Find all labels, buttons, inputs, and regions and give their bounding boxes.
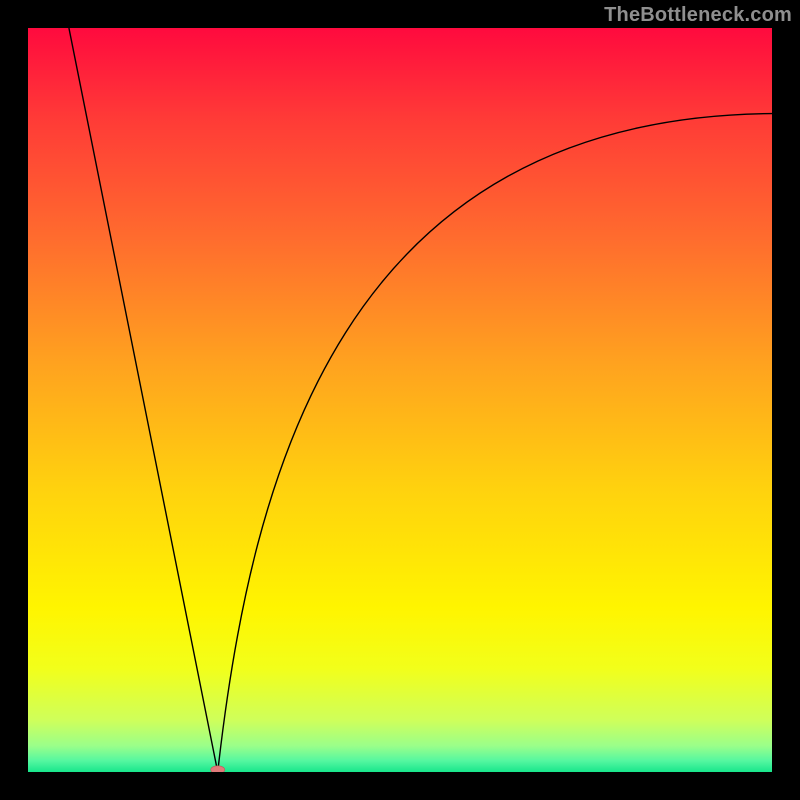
chart-svg (28, 28, 772, 772)
chart-background (28, 28, 772, 772)
watermark-text: TheBottleneck.com (604, 4, 792, 27)
chart-container: TheBottleneck.com (0, 0, 800, 800)
chart-plot-area (28, 28, 772, 772)
minimum-marker (211, 766, 225, 772)
